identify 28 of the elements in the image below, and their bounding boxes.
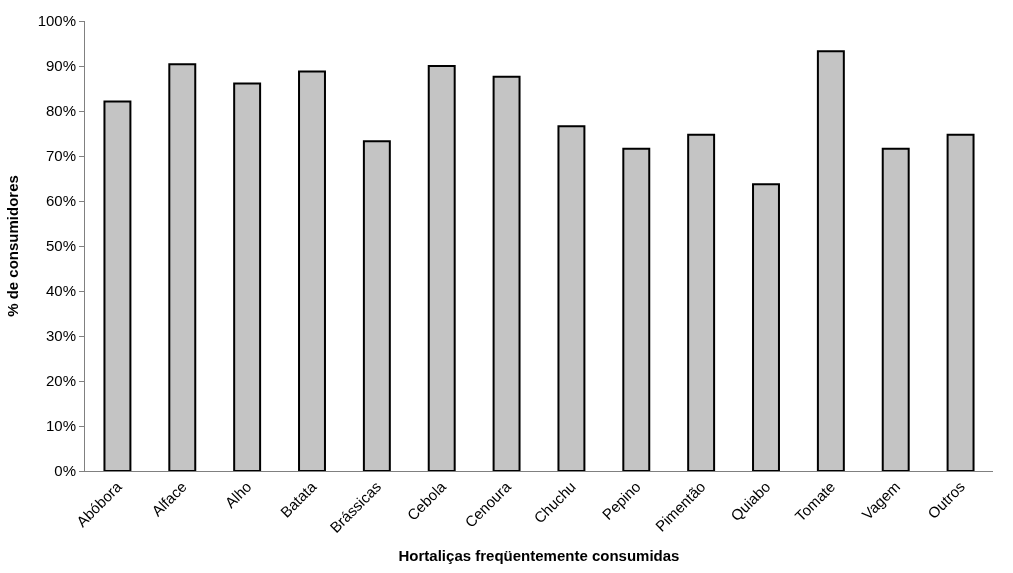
y-tick-label: 90% <box>45 57 76 75</box>
bar <box>362 140 391 471</box>
bar <box>816 50 845 471</box>
x-axis-title: Hortaliças freqüentemente consumidas <box>398 546 680 564</box>
bar <box>298 70 326 471</box>
x-tick-label: Alho <box>221 477 255 512</box>
bar <box>946 133 975 471</box>
y-tick-label: 60% <box>45 192 76 210</box>
bar <box>492 75 521 471</box>
y-tick-label: 70% <box>45 147 76 165</box>
bar <box>881 147 910 471</box>
y-tick-label: 80% <box>45 102 76 120</box>
bar <box>557 125 586 471</box>
bar <box>687 133 716 471</box>
y-tick-label: 100% <box>37 12 76 30</box>
y-tick-label: 20% <box>45 372 76 390</box>
bar <box>168 63 197 471</box>
y-tick-label: 40% <box>45 282 76 300</box>
y-tick-label: 30% <box>45 327 76 345</box>
y-tick-label: 10% <box>45 417 76 435</box>
bar <box>233 82 262 471</box>
y-axis-title: % de consumidores <box>3 175 21 317</box>
bar <box>752 183 780 471</box>
y-tick-label: 0% <box>54 462 76 480</box>
bar <box>622 147 651 471</box>
bar <box>427 65 456 471</box>
bar <box>103 100 132 471</box>
y-tick-label: 50% <box>45 237 76 255</box>
